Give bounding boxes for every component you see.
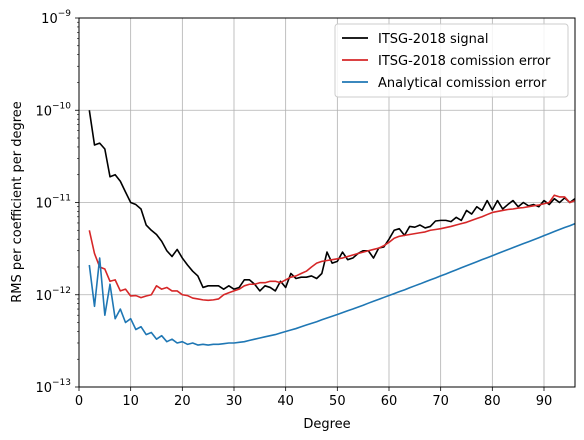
series-layer [88,110,576,346]
legend-entry: Analytical comission error [378,76,547,91]
y-tick-label: 10−10 [35,101,71,119]
x-axis-label: Degree [303,417,350,432]
y-tick-label: 10−9 [41,9,71,27]
legend-entry: ITSG-2018 comission error [378,54,551,69]
x-tick-label: 20 [174,394,191,409]
x-tick-label: 90 [536,394,553,409]
legend: ITSG-2018 signal ITSG-2018 comission erro… [334,23,569,98]
x-tick-label: 80 [484,394,501,409]
x-tick-label: 30 [226,394,243,409]
y-tick-label: 10−11 [35,194,71,212]
y-axis-label: RMS per coefficient per degree [10,101,25,303]
x-tick-label: 50 [329,394,346,409]
y-tick-label: 10−13 [35,378,71,396]
x-tick-label: 40 [277,394,294,409]
y-tick-label: 10−12 [35,286,71,304]
x-tick-label: 70 [432,394,449,409]
y-axis: 10−13 10−12 10−11 10−10 10−9 [35,9,79,396]
legend-entry: ITSG-2018 signal [378,32,488,47]
x-axis: 0 10 20 30 40 50 60 70 80 90 [75,387,552,409]
series-line-1 [88,110,576,292]
legend-box [334,23,569,98]
x-tick-label: 0 [75,394,83,409]
series-line-3 [88,222,576,346]
series-line-2 [88,194,576,302]
x-tick-label: 60 [381,394,398,409]
x-tick-label: 10 [122,394,139,409]
